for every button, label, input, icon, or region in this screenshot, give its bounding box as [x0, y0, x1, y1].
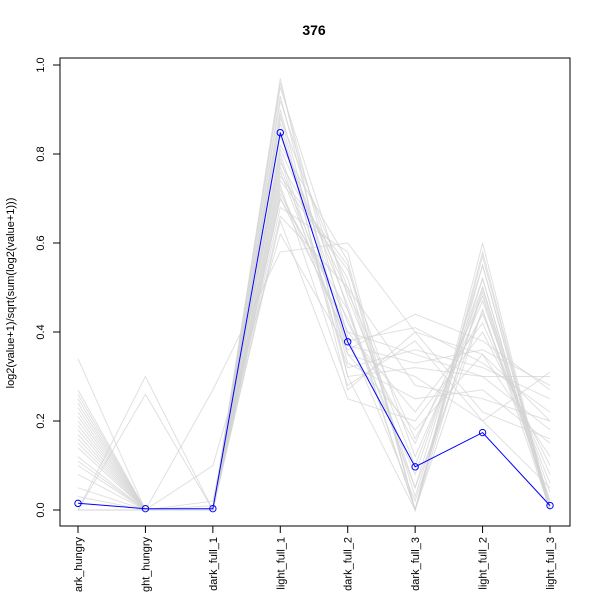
- x-tick-label: dark_full_1: [208, 537, 220, 591]
- background-series-line: [77, 152, 551, 511]
- series-point: [546, 501, 554, 510]
- background-series-line: [77, 170, 551, 511]
- series-point: [74, 499, 82, 508]
- background-series-group: [77, 78, 551, 512]
- x-tick-label: light_full_3: [545, 537, 557, 590]
- highlighted-series-group: [74, 128, 554, 513]
- y-tick-label: 0.6: [35, 235, 47, 250]
- background-series-line: [77, 183, 551, 511]
- background-series-line: [77, 192, 551, 511]
- x-tick-label: dark_full_2: [343, 537, 355, 591]
- background-series-line: [78, 100, 551, 512]
- y-axis: 0.0 0.2 0.4 0.6 0.8 1.0: [35, 57, 60, 518]
- chart-title: 376: [302, 22, 326, 38]
- background-series-line: [77, 197, 550, 512]
- x-tick-label: ght_hungry: [140, 537, 152, 593]
- x-tick-label: light_full_2: [478, 537, 490, 590]
- background-series-line: [78, 242, 551, 511]
- background-series-line: [77, 122, 551, 511]
- y-tick-label: 0.2: [35, 413, 47, 428]
- y-tick-label: 0.4: [35, 324, 47, 339]
- y-tick-label: 0.0: [35, 502, 47, 517]
- background-series-line: [77, 113, 551, 511]
- series-point: [276, 128, 284, 137]
- background-series-line: [77, 78, 551, 512]
- background-series-line: [77, 116, 551, 511]
- x-tick-label: ark_hungry: [73, 537, 85, 593]
- series-line: [77, 132, 551, 510]
- background-series-line: [77, 197, 551, 511]
- y-tick-label: 1.0: [35, 57, 47, 72]
- series-point: [209, 504, 217, 513]
- background-series-line: [77, 232, 551, 511]
- plot-box: [59, 57, 571, 527]
- x-axis: ark_hungry ght_hungry dark_full_1 light_ful…: [73, 526, 557, 592]
- series-point: [141, 504, 150, 513]
- series-point: [478, 428, 487, 437]
- x-tick-label: light_full_1: [275, 537, 287, 590]
- background-series-line: [77, 187, 551, 512]
- y-axis-label: log2(value+1)/sqrt(sum(log2(value+1))): [5, 198, 17, 389]
- y-tick-label: 0.8: [35, 146, 47, 161]
- series-point: [344, 338, 352, 346]
- background-series-line: [77, 147, 551, 511]
- background-series-line: [77, 215, 551, 511]
- x-tick-label: dark_full_3: [410, 537, 422, 591]
- background-series-line: [77, 165, 551, 511]
- series-point: [411, 463, 419, 471]
